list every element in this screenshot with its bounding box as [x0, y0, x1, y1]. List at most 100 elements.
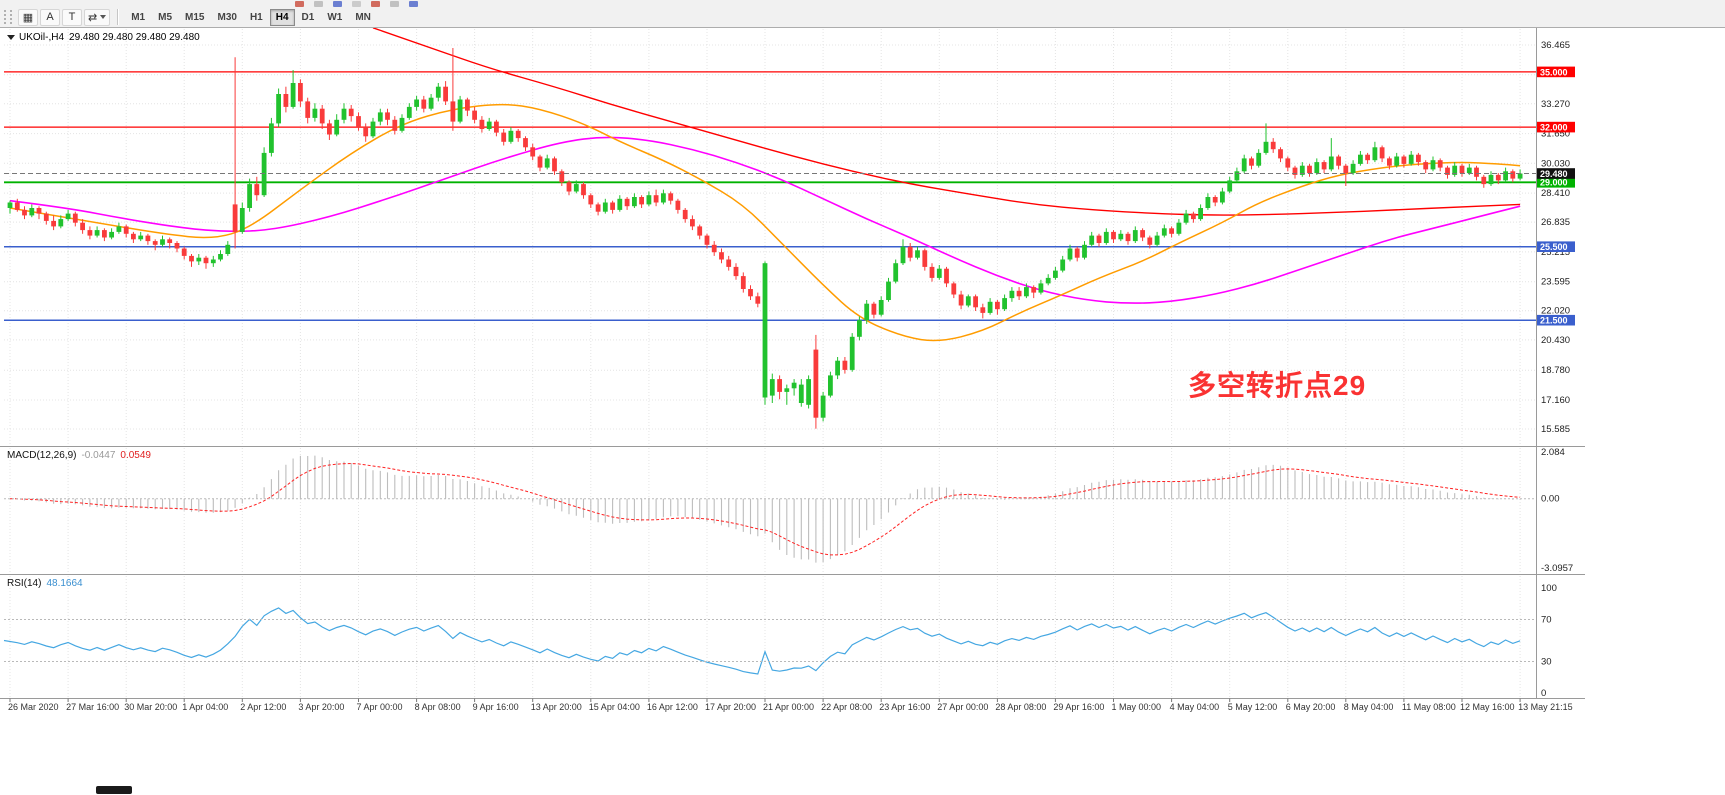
timeframe-button-m30[interactable]: M30	[211, 9, 242, 26]
candle-body	[864, 303, 870, 321]
candle-body	[327, 123, 332, 135]
symbol-title: UKOil-,H4 29.480 29.480 29.480 29.480	[7, 32, 200, 43]
timeframe-button-d1[interactable]: D1	[296, 9, 321, 26]
toolbar-separator	[117, 9, 119, 25]
candle-body	[1220, 191, 1225, 203]
candle-body	[1089, 235, 1095, 245]
candle-body	[588, 195, 594, 205]
candle-body	[102, 230, 107, 238]
candle-body	[1205, 197, 1211, 208]
candle-body	[1459, 165, 1465, 174]
candle-body	[1495, 174, 1501, 181]
candle-body	[1466, 167, 1472, 174]
price-axis-label: 30.030	[1541, 158, 1570, 169]
candle-body	[1053, 270, 1058, 278]
candle-body	[1067, 248, 1073, 260]
candle-body	[980, 307, 986, 313]
candle-body	[1118, 233, 1124, 240]
candle-body	[269, 123, 274, 153]
rsi-value: 48.1664	[46, 578, 83, 589]
candle-body	[719, 252, 724, 260]
macd-indicator-label: MACD(12,26,9) -0.0447 0.0549	[7, 450, 151, 461]
top-toolbar: ▦ A T ⇄ M1 M5 M15 M30 H1 H4 D1 W1 MN	[0, 0, 1725, 28]
candle-body	[668, 193, 674, 201]
main-price-panel	[7, 28, 1523, 429]
price-axis-label: 31.650	[1541, 129, 1570, 140]
candle-body	[181, 248, 187, 256]
candle-body	[784, 388, 790, 392]
scale-fix-button[interactable]: ⇄	[84, 8, 111, 26]
candle-body	[951, 283, 957, 295]
toolbar-drag-handle[interactable]	[4, 10, 12, 24]
candle-body	[1358, 154, 1363, 164]
candle-body	[225, 244, 231, 254]
candle-body	[341, 108, 347, 120]
timeframe-button-m15[interactable]: M15	[179, 9, 210, 26]
candle-body	[791, 382, 797, 389]
timeframe-button-mn[interactable]: MN	[349, 9, 377, 26]
candle-body	[835, 360, 840, 376]
time-axis-label: 4 May 04:00	[1170, 702, 1220, 712]
grid-toggle-button[interactable]: ▦	[18, 8, 38, 26]
rsi-line	[3, 607, 1521, 675]
timeframe-button-h4[interactable]: H4	[269, 8, 295, 26]
candle-body	[1256, 152, 1262, 166]
time-axis-label: 29 Apr 16:00	[1053, 702, 1104, 712]
candle-body	[806, 379, 811, 405]
text-label-t-button[interactable]: T	[62, 8, 82, 26]
time-axis-label: 1 May 00:00	[1112, 702, 1162, 712]
time-axis-label: 7 Apr 00:00	[357, 702, 403, 712]
candle-body	[828, 375, 833, 396]
candle-body	[218, 254, 223, 260]
candle-body	[857, 320, 862, 337]
level-price-tag	[1537, 314, 1575, 326]
price-axis-label: 26.835	[1541, 217, 1570, 228]
candle-body	[428, 97, 434, 109]
price-axis-label: 17.160	[1541, 395, 1570, 406]
candle-body	[51, 220, 56, 227]
dropdown-triangle-icon[interactable]	[7, 35, 15, 40]
candle-body	[414, 99, 419, 107]
toolbar-row: ▦ A T ⇄ M1 M5 M15 M30 H1 H4 D1 W1 MN	[2, 8, 377, 26]
price-axis-label: 18.780	[1541, 365, 1570, 376]
candle-body	[1249, 158, 1254, 166]
time-axis-label: 27 Mar 16:00	[66, 702, 119, 712]
candle-body	[479, 119, 485, 129]
price-axis-label: 28.410	[1541, 188, 1570, 199]
candle-body	[7, 202, 13, 208]
candle-body	[1278, 149, 1283, 159]
timeframe-button-w1[interactable]: W1	[321, 9, 348, 26]
candle-body	[1082, 244, 1087, 258]
time-axis-label: 5 May 12:00	[1228, 702, 1278, 712]
candle-body	[356, 116, 361, 128]
candle-body	[1365, 154, 1370, 161]
candle-body	[682, 209, 688, 220]
candle-body	[871, 303, 877, 315]
timeframe-button-m1[interactable]: M1	[125, 9, 151, 26]
candle-body	[602, 202, 608, 212]
candle-body	[167, 239, 173, 243]
time-axis-label: 12 May 16:00	[1460, 702, 1515, 712]
timeframe-button-m5[interactable]: M5	[152, 9, 178, 26]
candle-body	[189, 255, 194, 262]
ma-mid-magenta	[9, 136, 1521, 304]
candle-body	[1379, 147, 1385, 159]
rsi-indicator-label: RSI(14) 48.1664	[7, 578, 83, 589]
candle-body	[1488, 174, 1494, 185]
dropdown-caret-icon	[100, 15, 107, 19]
level-price-tag-text: 32.000	[1540, 123, 1568, 133]
candle-body	[1161, 228, 1167, 236]
time-axis-label: 9 Apr 16:00	[473, 702, 519, 712]
clipped-icon	[390, 1, 399, 7]
candle-body	[1263, 141, 1269, 153]
candle-body	[261, 152, 267, 196]
text-label-a-button[interactable]: A	[40, 8, 60, 26]
timeframe-button-h1[interactable]: H1	[244, 9, 269, 26]
candle-body	[116, 226, 122, 232]
candle-body	[435, 86, 441, 98]
time-axis-label: 27 Apr 00:00	[937, 702, 988, 712]
candle-body	[639, 197, 644, 205]
candle-body	[726, 259, 732, 267]
